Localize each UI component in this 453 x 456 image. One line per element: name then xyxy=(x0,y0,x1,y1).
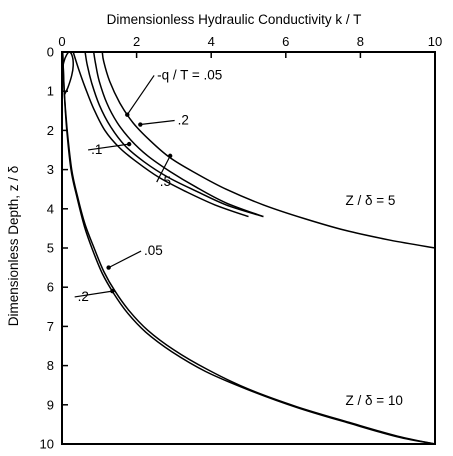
curves xyxy=(61,51,436,445)
series-line xyxy=(61,51,74,96)
series-line xyxy=(61,51,436,445)
x-tick-label: 10 xyxy=(428,34,442,49)
x-tick-label: 6 xyxy=(282,34,289,49)
y-tick-label: 4 xyxy=(47,201,54,216)
annotation-label: .2 xyxy=(178,113,189,128)
y-tick-label: 3 xyxy=(47,162,54,177)
annotation-leader xyxy=(156,155,171,183)
y-tick-label: 8 xyxy=(47,358,54,373)
y-tick-label: 7 xyxy=(47,319,54,334)
series-line xyxy=(72,51,249,218)
y-tick-label: 1 xyxy=(47,84,54,99)
y-tick-label: 10 xyxy=(40,437,54,452)
series-line xyxy=(92,51,264,218)
series-line xyxy=(101,51,436,249)
series-line xyxy=(84,51,264,218)
annotation-leader xyxy=(88,143,130,151)
annotation-arrowhead xyxy=(125,112,130,117)
annotation-leader xyxy=(74,290,113,298)
y-tick-label: 0 xyxy=(47,45,54,60)
annotation-label: Z / δ = 5 xyxy=(345,193,395,208)
annotation-label: -q / T = .05 xyxy=(157,67,222,82)
annotation-label: Z / δ = 10 xyxy=(345,393,402,408)
y-tick-label: 5 xyxy=(47,241,54,256)
annotations: -q / T = .05 .2 .1 .5 .05 .2 Z / δ = 5 Z / δ = … xyxy=(74,67,403,408)
plot-frame xyxy=(61,51,436,445)
annotation-label: .2 xyxy=(78,289,89,304)
y-tick-label: 6 xyxy=(47,280,54,295)
annotation-label: .5 xyxy=(160,174,171,189)
y-ticks: 0 1 2 3 4 5 6 7 8 9 10 xyxy=(40,45,68,452)
y-tick-label: 9 xyxy=(47,397,54,412)
series-line xyxy=(61,51,436,445)
annotation-leader xyxy=(108,250,142,269)
x-tick-label: 4 xyxy=(208,34,215,49)
annotation-arrowhead xyxy=(110,288,115,294)
annotation-leader xyxy=(126,75,155,116)
annotation-arrowhead xyxy=(167,153,173,159)
annotation-label: .05 xyxy=(144,243,163,258)
x-ticks: 0 2 4 6 8 10 xyxy=(58,34,442,58)
x-tick-label: 0 xyxy=(58,34,65,49)
y-axis-label: Dimensionless Depth, z / δ xyxy=(6,166,21,327)
x-axis-label: Dimensionless Hydraulic Conductivity k /… xyxy=(107,12,362,27)
x-tick-label: 2 xyxy=(133,34,140,49)
y-tick-label: 2 xyxy=(47,123,54,138)
annotation-arrowhead xyxy=(106,265,111,270)
annotation-arrowhead xyxy=(138,122,143,127)
x-tick-label: 8 xyxy=(357,34,364,49)
annotation-leader xyxy=(140,119,175,126)
annotation-label: .1 xyxy=(91,142,102,157)
annotation-arrowhead xyxy=(126,141,132,147)
